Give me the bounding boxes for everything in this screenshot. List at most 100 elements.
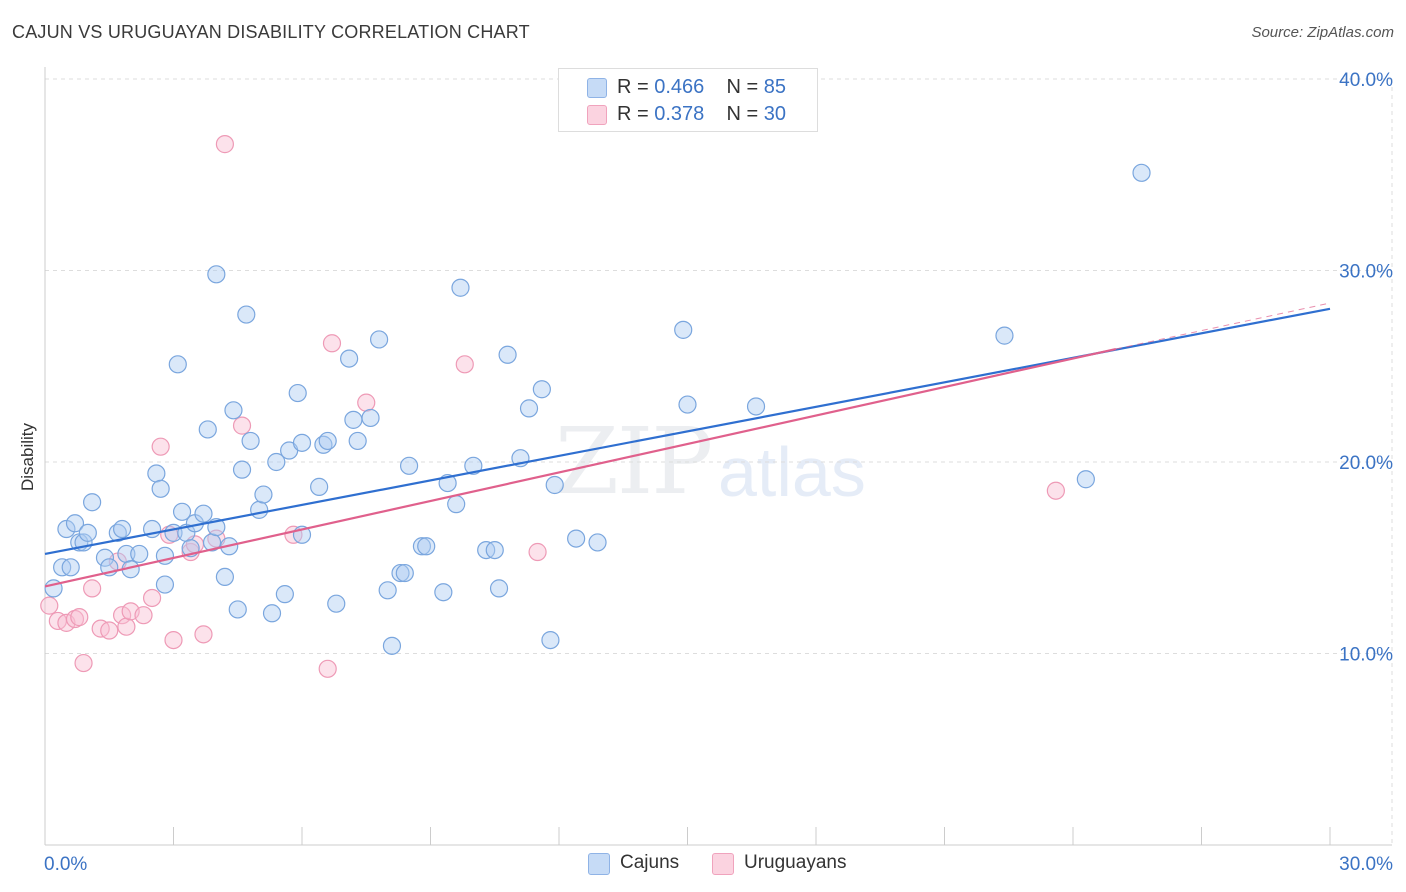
cajun-point bbox=[412, 537, 432, 556]
uruguayan-point bbox=[134, 606, 153, 625]
y-tick-label: 30.0% bbox=[1339, 262, 1393, 283]
cajun-point bbox=[318, 431, 337, 451]
cajun-point bbox=[310, 477, 329, 496]
cajun-point bbox=[151, 479, 170, 498]
cajun-point bbox=[1132, 163, 1151, 182]
uruguayan-points bbox=[40, 135, 1065, 678]
grid-lines bbox=[45, 78, 1393, 845]
cajun-point bbox=[399, 456, 419, 475]
cajun-point bbox=[678, 395, 697, 414]
cajun-point bbox=[746, 397, 766, 416]
cajun-point bbox=[130, 544, 149, 564]
cajun-point bbox=[498, 345, 517, 364]
x-tick-label: 30.0% bbox=[1339, 854, 1393, 875]
uruguayan-point bbox=[194, 625, 213, 644]
cajun-point bbox=[378, 581, 397, 600]
cajun-point bbox=[1076, 470, 1095, 489]
watermark-atlas: atlas bbox=[718, 433, 866, 511]
cajun-point bbox=[370, 330, 389, 349]
cajun-point bbox=[532, 380, 551, 399]
source-label: Source: ZipAtlas.com bbox=[1251, 24, 1394, 41]
cajun-point bbox=[995, 326, 1014, 345]
cajun-point bbox=[485, 540, 504, 560]
cajun-point bbox=[112, 519, 132, 539]
x-tick-label: 0.0% bbox=[44, 854, 87, 875]
uruguayan-point bbox=[117, 617, 136, 636]
uruguayan-point bbox=[215, 135, 234, 154]
cajun-point bbox=[224, 401, 243, 420]
uruguayan-point bbox=[1046, 481, 1065, 500]
cajun-point bbox=[232, 460, 252, 479]
y-tick-label: 20.0% bbox=[1339, 453, 1393, 474]
cajun-point bbox=[489, 579, 509, 598]
cajun-point bbox=[95, 548, 115, 567]
cajun-point bbox=[327, 594, 346, 613]
uruguayan-point bbox=[70, 608, 89, 627]
cajun-point bbox=[83, 493, 102, 512]
bottom-legend-label-cajuns: Cajuns bbox=[620, 852, 680, 873]
cajun-point bbox=[155, 575, 175, 594]
correlation-legend: R = 0.466 N = 85 R = 0.378 N = 30 bbox=[558, 68, 818, 132]
bottom-legend-swatch-cajuns bbox=[588, 853, 610, 875]
cajun-point bbox=[241, 431, 260, 451]
cajun-point bbox=[361, 408, 380, 428]
cajun-point bbox=[519, 399, 539, 418]
cajun-point bbox=[228, 600, 247, 619]
legend-swatch-uruguayans bbox=[587, 105, 607, 125]
cajun-point bbox=[194, 504, 213, 523]
uruguayan-point bbox=[455, 355, 474, 374]
cajun-point bbox=[288, 383, 307, 403]
y-tick-label: 40.0% bbox=[1339, 70, 1393, 91]
legend-r-value: 0.466 bbox=[654, 76, 705, 98]
cajun-point bbox=[545, 475, 564, 495]
chart-title: CAJUN VS URUGUAYAN DISABILITY CORRELATIO… bbox=[12, 22, 530, 42]
uruguayan-point bbox=[40, 596, 59, 615]
uruguayan-point bbox=[318, 659, 337, 678]
y-tick-label: 10.0% bbox=[1339, 645, 1393, 666]
cajun-point bbox=[215, 567, 234, 587]
uruguayan-point bbox=[232, 416, 252, 435]
cajun-point bbox=[395, 563, 414, 583]
cajun-point bbox=[78, 523, 97, 542]
uruguayan-point bbox=[83, 579, 102, 598]
cajun-point bbox=[250, 500, 269, 519]
trend-lines bbox=[44, 302, 1331, 588]
legend-n-value: 85 bbox=[763, 76, 787, 98]
cajun-point bbox=[172, 502, 192, 521]
legend-r-label: R = bbox=[617, 76, 655, 98]
cajun-point bbox=[168, 355, 187, 374]
cajun-point bbox=[254, 485, 273, 504]
uruguayan-point bbox=[322, 334, 342, 353]
uruguayan-point bbox=[112, 606, 132, 625]
cajun-point bbox=[434, 583, 453, 602]
bottom-legend-swatch-uruguayans bbox=[712, 853, 734, 875]
cajun-point bbox=[451, 278, 470, 297]
cajun-points bbox=[44, 108, 1151, 655]
axes bbox=[44, 67, 1392, 846]
cajun-point bbox=[447, 495, 466, 514]
cajun-point bbox=[391, 563, 410, 583]
uruguayan-trend-extension bbox=[1115, 302, 1331, 350]
y-axis-label: Disability bbox=[18, 422, 37, 491]
cajun-point bbox=[147, 464, 166, 483]
legend-n-label: N = bbox=[726, 103, 764, 125]
cajun-point bbox=[275, 585, 294, 604]
cajun-point bbox=[237, 305, 256, 324]
cajun-point bbox=[292, 433, 312, 452]
uruguayan-point bbox=[100, 621, 119, 640]
uruguayan-trend-line bbox=[44, 347, 1117, 588]
uruguayan-point bbox=[151, 437, 170, 456]
cajun-point bbox=[464, 456, 483, 475]
cajun-point bbox=[267, 452, 286, 472]
cajun-point bbox=[588, 533, 607, 552]
cajun-point bbox=[61, 558, 80, 577]
cajun-point bbox=[65, 514, 85, 533]
legend-n-value: 30 bbox=[763, 103, 787, 125]
uruguayan-point bbox=[357, 393, 376, 412]
cajun-point bbox=[541, 630, 560, 650]
bottom-legend-label-uruguayans: Uruguayans bbox=[744, 852, 847, 873]
cajun-point bbox=[344, 410, 363, 429]
cajun-point bbox=[207, 265, 226, 284]
cajun-point bbox=[382, 636, 402, 655]
